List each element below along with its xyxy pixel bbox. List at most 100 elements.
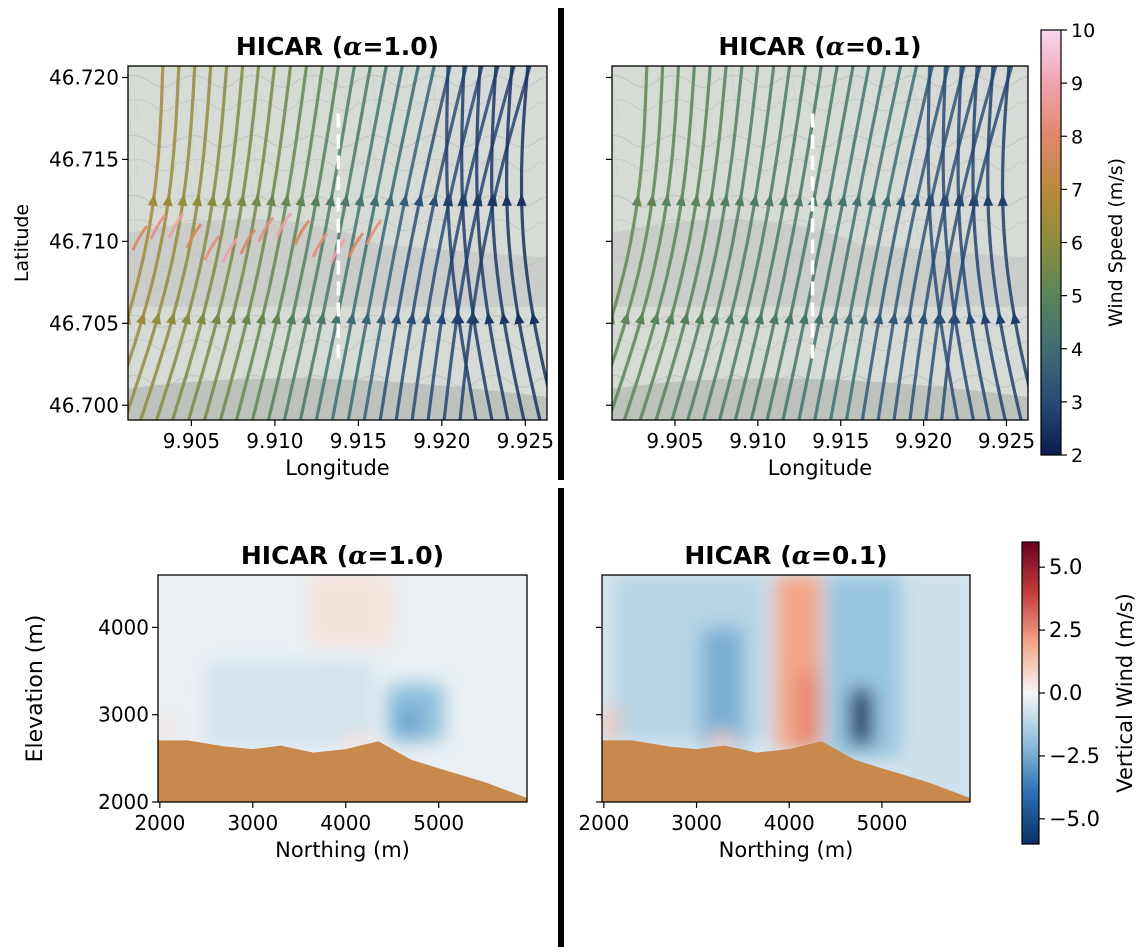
x-tick-label: 9.910 <box>246 429 303 453</box>
streamline <box>203 66 277 420</box>
streamline <box>394 66 468 420</box>
stream-arrow <box>286 311 296 325</box>
stream-arrow <box>837 193 848 207</box>
streamline <box>797 66 871 420</box>
streamline <box>475 66 510 420</box>
stream-arrow <box>236 193 247 207</box>
streamline <box>171 66 245 420</box>
stream-arrow <box>646 193 657 207</box>
vertical-wind-colorbar: −5.0 −2.5 0.0 2.5 5.0 Vertical Wind (m/s) <box>1021 541 1137 845</box>
map-area <box>612 66 1028 420</box>
stream-arrow <box>694 311 705 325</box>
heatmap-cell <box>308 575 393 645</box>
stream-arrow <box>226 311 236 325</box>
streamline <box>365 219 383 246</box>
x-axis-label: Longitude <box>768 456 872 480</box>
stream-arrow <box>783 311 794 325</box>
cross-section-panel-1: 2000 3000 4000 5000 2000 3000 4000 Northing (m)… <box>23 541 528 862</box>
stream-arrow <box>206 193 217 207</box>
stream-arrow <box>325 193 335 207</box>
stream-arrow <box>690 193 701 207</box>
axes-frame <box>611 65 1029 421</box>
streamline <box>765 66 839 420</box>
x-tick-label: 9.905 <box>646 429 703 453</box>
panel-title-1: HICAR (α=1.0) <box>236 32 439 61</box>
streamline <box>718 66 792 420</box>
stream-arrow <box>888 311 899 325</box>
x-axis-label: Northing (m) <box>719 838 854 862</box>
streamline <box>460 66 494 420</box>
streamline <box>702 66 776 420</box>
heatmap-cell <box>613 575 767 741</box>
streamline <box>908 66 982 420</box>
stream-arrow <box>499 311 510 325</box>
colorbar-tick-label: 6 <box>1071 233 1083 255</box>
streamline <box>362 66 436 420</box>
stream-arrow <box>705 193 716 207</box>
streamline <box>426 66 500 420</box>
colorbar-tick-label: 5 <box>1071 286 1083 308</box>
streamline <box>347 232 365 258</box>
x-tick-label: 9.925 <box>497 429 554 453</box>
stream-arrow <box>469 311 480 325</box>
x-tick-label: 9.915 <box>812 429 869 453</box>
stream-arrow <box>136 311 146 325</box>
stream-arrow <box>924 193 935 206</box>
stream-arrow <box>271 311 281 325</box>
stream-arrow <box>724 311 735 325</box>
streamline <box>844 66 919 420</box>
terrain-profile <box>158 740 527 802</box>
stream-arrow <box>354 193 365 207</box>
streamline <box>442 66 516 420</box>
stream-arrow <box>398 193 409 207</box>
stream-arrow <box>316 311 326 325</box>
stream-arrow <box>965 311 976 325</box>
streamline <box>128 66 181 370</box>
stream-arrow <box>361 311 372 325</box>
stream-arrow <box>873 311 884 325</box>
stream-arrow <box>995 311 1006 325</box>
colorbar-bar <box>1021 541 1040 845</box>
streamline <box>490 66 526 420</box>
stream-arrow <box>147 193 158 207</box>
map-area <box>128 66 547 420</box>
streamline <box>612 66 665 369</box>
heatmap-cells <box>159 575 444 750</box>
streamline <box>638 66 712 420</box>
stream-arrow <box>935 311 946 325</box>
streamline <box>956 66 991 420</box>
streamline <box>445 66 478 420</box>
streamline <box>239 228 257 255</box>
stream-arrow <box>649 311 660 325</box>
colorbar-tick-label: 2.5 <box>1049 618 1082 642</box>
streamline <box>221 237 239 264</box>
stream-arrow <box>851 193 862 207</box>
stream-arrow <box>980 311 991 325</box>
heatmap-cells <box>603 575 970 802</box>
stream-arrow <box>181 311 191 325</box>
streamline <box>829 66 903 420</box>
stream-arrow <box>484 311 495 325</box>
streamline <box>781 66 855 420</box>
streamline <box>378 66 452 420</box>
stream-arrow <box>798 311 809 325</box>
stream-arrow <box>881 193 892 207</box>
x-tick-label: 9.910 <box>729 429 786 453</box>
y-tick-label: 3000 <box>98 703 149 727</box>
colorbar-bar <box>1040 29 1062 456</box>
streamplot-panel-2: 9.905 9.910 9.915 9.920 9.925 Longitude HICAR … <box>606 32 1035 480</box>
stream-arrow <box>472 193 483 206</box>
stream-arrow <box>739 311 749 325</box>
y-tick-label: 46.700 <box>49 393 119 417</box>
stream-arrow <box>221 193 232 207</box>
x-tick-label: 2000 <box>134 811 185 835</box>
stream-arrow <box>843 311 854 325</box>
x-tick-label: 5000 <box>413 811 464 835</box>
panel-title-4: HICAR (α=0.1) <box>684 541 887 570</box>
colorbar-label: Vertical Wind (m/s) <box>1113 593 1137 793</box>
streamline <box>410 66 484 420</box>
streamline <box>149 214 167 240</box>
streamline <box>250 66 325 420</box>
